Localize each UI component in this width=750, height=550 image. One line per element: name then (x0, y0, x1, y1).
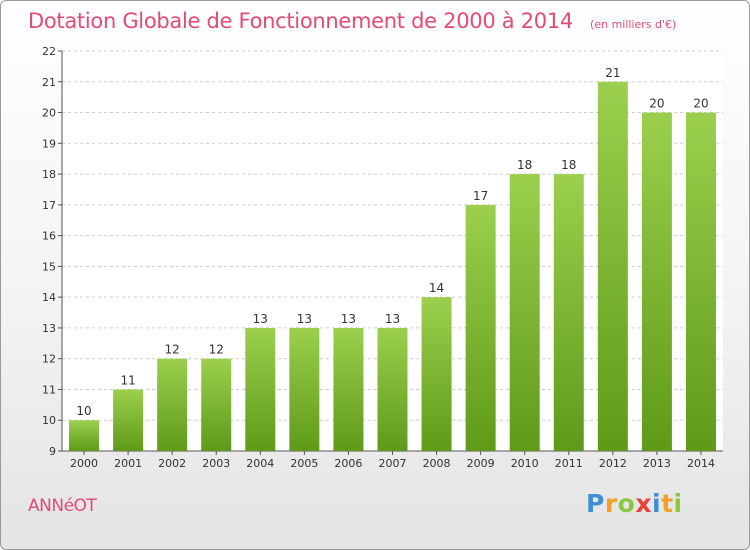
chart-title: Dotation Globale de Fonctionnement de 20… (28, 9, 573, 33)
bar (69, 420, 100, 451)
x-tick-label: 2008 (423, 457, 451, 470)
bar (289, 327, 320, 451)
bar (245, 327, 276, 451)
x-tick-label: 2001 (114, 457, 142, 470)
bar (685, 112, 716, 452)
bar (113, 389, 144, 451)
bar (465, 204, 496, 451)
bar (201, 358, 232, 451)
bar-value-label: 20 (649, 97, 664, 111)
title-line: Dotation Globale de Fonctionnement de 20… (28, 9, 676, 33)
chart-subtitle: (en milliers d'€) (590, 18, 677, 31)
bar (157, 358, 188, 451)
bar-value-label: 13 (341, 312, 356, 326)
x-tick-label: 2011 (555, 457, 583, 470)
bar-value-label: 18 (517, 158, 532, 172)
y-tick-label: 11 (42, 383, 56, 396)
y-tick-label: 20 (42, 107, 56, 120)
y-tick-label: 22 (42, 45, 56, 58)
x-tick-label: 2014 (687, 457, 715, 470)
bar-value-label: 18 (561, 158, 576, 172)
y-tick-label: 17 (42, 199, 56, 212)
place-name: ANNéOT (28, 496, 97, 516)
bar (333, 327, 364, 451)
bar-value-label: 13 (385, 312, 400, 326)
x-tick-label: 2009 (467, 457, 495, 470)
bar-value-label: 13 (253, 312, 268, 326)
y-tick-label: 9 (49, 445, 56, 458)
bar-value-label: 10 (76, 404, 91, 418)
bar-value-label: 12 (165, 343, 180, 357)
y-tick-label: 21 (42, 76, 56, 89)
bar-value-label: 14 (429, 281, 444, 295)
y-tick-label: 14 (42, 291, 56, 304)
bar-value-label: 20 (693, 97, 708, 111)
x-tick-label: 2007 (379, 457, 407, 470)
proxiti-logo: Proxiti (586, 489, 683, 518)
bar (597, 81, 628, 452)
bar-value-label: 11 (120, 373, 135, 387)
bar (509, 174, 540, 452)
x-tick-label: 2013 (643, 457, 671, 470)
y-tick-label: 13 (42, 322, 56, 335)
bar (421, 297, 452, 451)
bar (553, 174, 584, 452)
bar (641, 112, 672, 452)
y-tick-label: 16 (42, 230, 56, 243)
x-tick-label: 2005 (290, 457, 318, 470)
x-tick-label: 2006 (334, 457, 362, 470)
x-tick-label: 2000 (70, 457, 98, 470)
y-tick-label: 15 (42, 260, 56, 273)
x-tick-label: 2012 (599, 457, 627, 470)
bar (377, 327, 408, 451)
x-tick-label: 2003 (202, 457, 230, 470)
bar-value-label: 13 (297, 312, 312, 326)
y-tick-label: 19 (42, 137, 56, 150)
x-tick-label: 2004 (246, 457, 274, 470)
x-tick-label: 2010 (511, 457, 539, 470)
y-tick-label: 18 (42, 168, 56, 181)
y-tick-label: 12 (42, 353, 56, 366)
y-tick-label: 10 (42, 414, 56, 427)
bar-value-label: 21 (605, 66, 620, 80)
x-tick-label: 2002 (158, 457, 186, 470)
bar-value-label: 12 (209, 343, 224, 357)
bar-value-label: 17 (473, 189, 488, 203)
